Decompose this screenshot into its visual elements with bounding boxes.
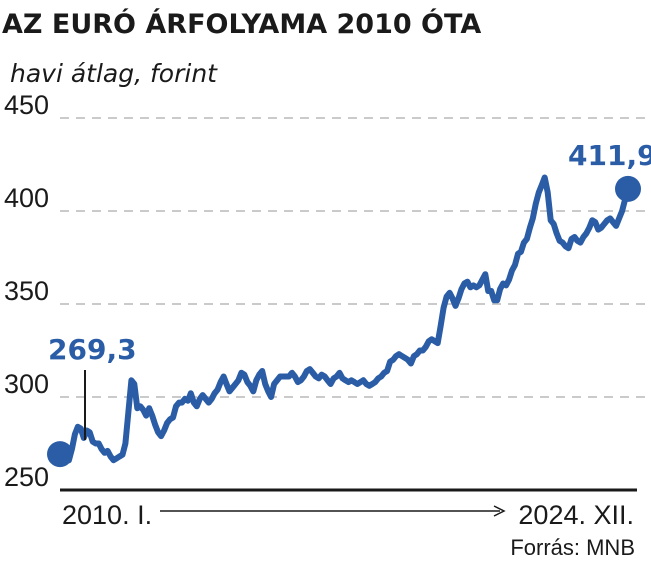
x-end-label: 2024. XII. <box>518 500 634 530</box>
end-point-marker <box>615 175 641 202</box>
y-tick-labels: 450 400 350 300 250 <box>4 90 49 492</box>
y-tick-400: 400 <box>4 183 49 213</box>
series-line <box>57 174 631 464</box>
chart-title: AZ EURÓ ÁRFOLYAMA 2010 ÓTA <box>2 8 481 40</box>
time-arrow-head <box>493 505 506 517</box>
start-value-label: 269,3 <box>48 333 137 366</box>
chart-subtitle: havi átlag, forint <box>10 59 218 88</box>
source-label: Forrás: MNB <box>510 535 635 560</box>
y-tick-350: 350 <box>4 276 49 306</box>
grid-lines <box>60 117 645 398</box>
y-tick-300: 300 <box>4 369 49 399</box>
y-tick-450: 450 <box>4 90 49 120</box>
x-start-label: 2010. I. <box>62 500 152 530</box>
start-point-marker <box>47 441 73 468</box>
end-value-label: 411,9 <box>568 139 651 172</box>
y-tick-250: 250 <box>4 462 49 492</box>
